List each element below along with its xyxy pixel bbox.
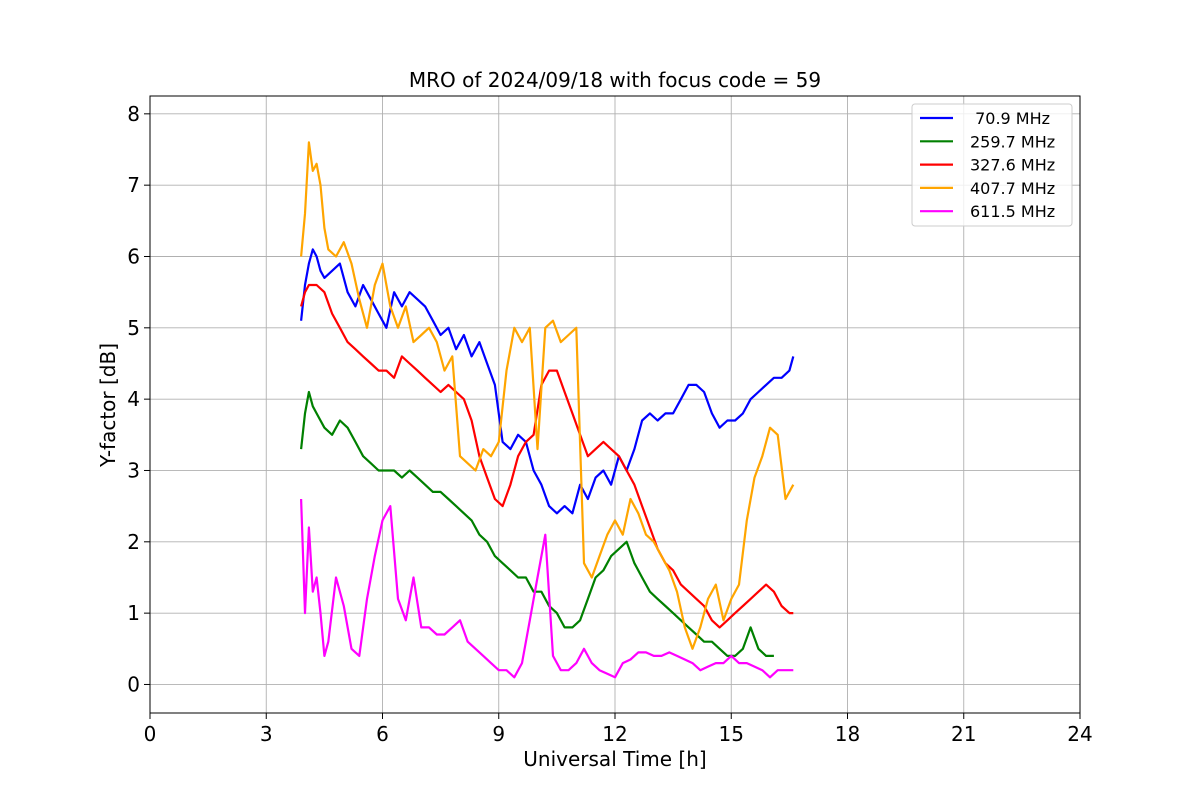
y-axis-label: Y-factor [dB] [96,343,120,468]
legend-label-1: 259.7 MHz [970,132,1055,151]
chart-title: MRO of 2024/09/18 with focus code = 59 [409,68,821,92]
legend-label-3: 407.7 MHz [970,179,1055,198]
x-tick-label: 6 [376,722,389,746]
series-layer [300,141,795,679]
y-tick-label: 6 [127,244,140,268]
x-tick-label: 9 [492,722,505,746]
x-tick-label: 18 [835,722,860,746]
y-tick-label: 4 [127,387,140,411]
x-tick-label: 0 [144,722,157,746]
series-line-4 [300,498,794,679]
y-tick-label: 3 [127,458,140,482]
x-axis-label: Universal Time [h] [523,747,706,771]
x-tick-label: 3 [260,722,273,746]
legend-label-4: 611.5 MHz [970,202,1055,221]
y-tick-label: 5 [127,316,140,340]
y-tick-label: 2 [127,530,140,554]
y-tick-label: 1 [127,601,140,625]
legend: 70.9 MHz 259.7 MHz 327.6 MHz 407.7 MHz 611.5… [911,103,1073,227]
legend-box [911,103,1073,227]
y-tick-label: 0 [127,672,140,696]
series-line-1 [300,390,774,658]
x-tick-label: 21 [951,722,976,746]
y-tick-label: 8 [127,102,140,126]
x-tick-label: 12 [602,722,627,746]
legend-label-0: 70.9 MHz [970,109,1050,128]
series-line-3 [300,141,795,650]
x-tick-label: 15 [719,722,744,746]
series-line-0 [300,248,795,515]
x-tick-label: 24 [1067,722,1092,746]
legend-label-2: 327.6 MHz [970,156,1055,175]
y-tick-label: 7 [127,173,140,197]
